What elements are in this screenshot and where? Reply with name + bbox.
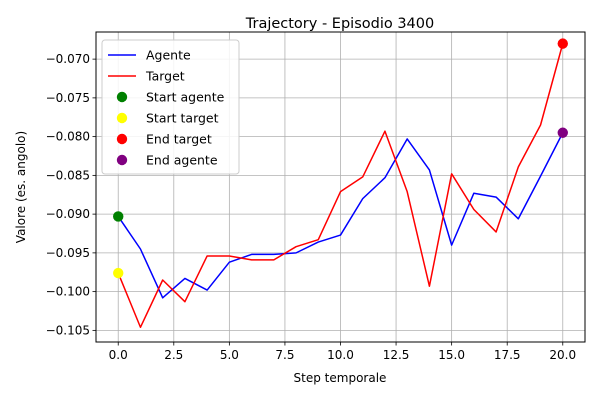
x-tick-label: 7.5 xyxy=(275,348,294,362)
x-tick-label: 0.0 xyxy=(109,348,128,362)
grid xyxy=(96,32,585,342)
legend-swatch-start-agente xyxy=(116,91,128,103)
x-axis: 0.0 2.5 5.0 7.5 10.0 12.5 15.0 17.5 20.0 xyxy=(109,342,576,362)
series-line-agente xyxy=(117,132,564,299)
legend: Agente Target Start agente Start target End … xyxy=(101,39,240,175)
y-tick-label: −0.105 xyxy=(46,323,90,337)
marker-end-target xyxy=(557,38,568,49)
y-tick-label: −0.090 xyxy=(46,207,90,221)
x-tick-label: 2.5 xyxy=(164,348,183,362)
legend-label-target: Target xyxy=(145,69,185,84)
x-tick-label: 5.0 xyxy=(220,348,239,362)
marker-end-agente xyxy=(557,127,568,138)
y-tick-label: −0.100 xyxy=(46,285,90,299)
x-tick-label: 12.5 xyxy=(383,348,410,362)
y-tick-label: −0.070 xyxy=(46,52,90,66)
y-axis-label: Valore (es. angolo) xyxy=(14,131,28,243)
x-tick-label: 15.0 xyxy=(438,348,465,362)
series-line-target xyxy=(117,43,564,329)
chart-title: Trajectory - Episodio 3400 xyxy=(245,16,434,32)
y-tick-label: −0.080 xyxy=(46,130,90,144)
series-layer xyxy=(117,43,564,329)
marker-start-target xyxy=(113,267,124,279)
legend-label-agente: Agente xyxy=(146,48,191,63)
legend-swatch-end-target xyxy=(116,133,128,145)
y-tick-label: −0.095 xyxy=(46,246,90,260)
legend-swatch-end-agente xyxy=(116,154,128,166)
legend-label-end-target: End target xyxy=(146,132,212,147)
legend-label-start-agente: Start agente xyxy=(146,90,225,105)
x-axis-label: Step temporale xyxy=(294,371,387,385)
y-axis: −0.105 −0.100 −0.095 −0.090 −0.085 −0.080 −0.0… xyxy=(46,52,96,337)
x-tick-label: 20.0 xyxy=(549,348,576,362)
legend-label-start-target: Start target xyxy=(146,111,219,126)
marker-start-agente xyxy=(113,211,124,222)
marker-layer xyxy=(113,38,568,279)
y-tick-label: −0.075 xyxy=(46,91,90,105)
x-tick-label: 10.0 xyxy=(327,348,354,362)
legend-swatch-start-target xyxy=(116,112,128,124)
y-tick-label: −0.085 xyxy=(46,168,90,182)
legend-box xyxy=(101,39,240,175)
x-tick-label: 17.5 xyxy=(494,348,521,362)
legend-label-end-agente: End agente xyxy=(146,153,218,168)
